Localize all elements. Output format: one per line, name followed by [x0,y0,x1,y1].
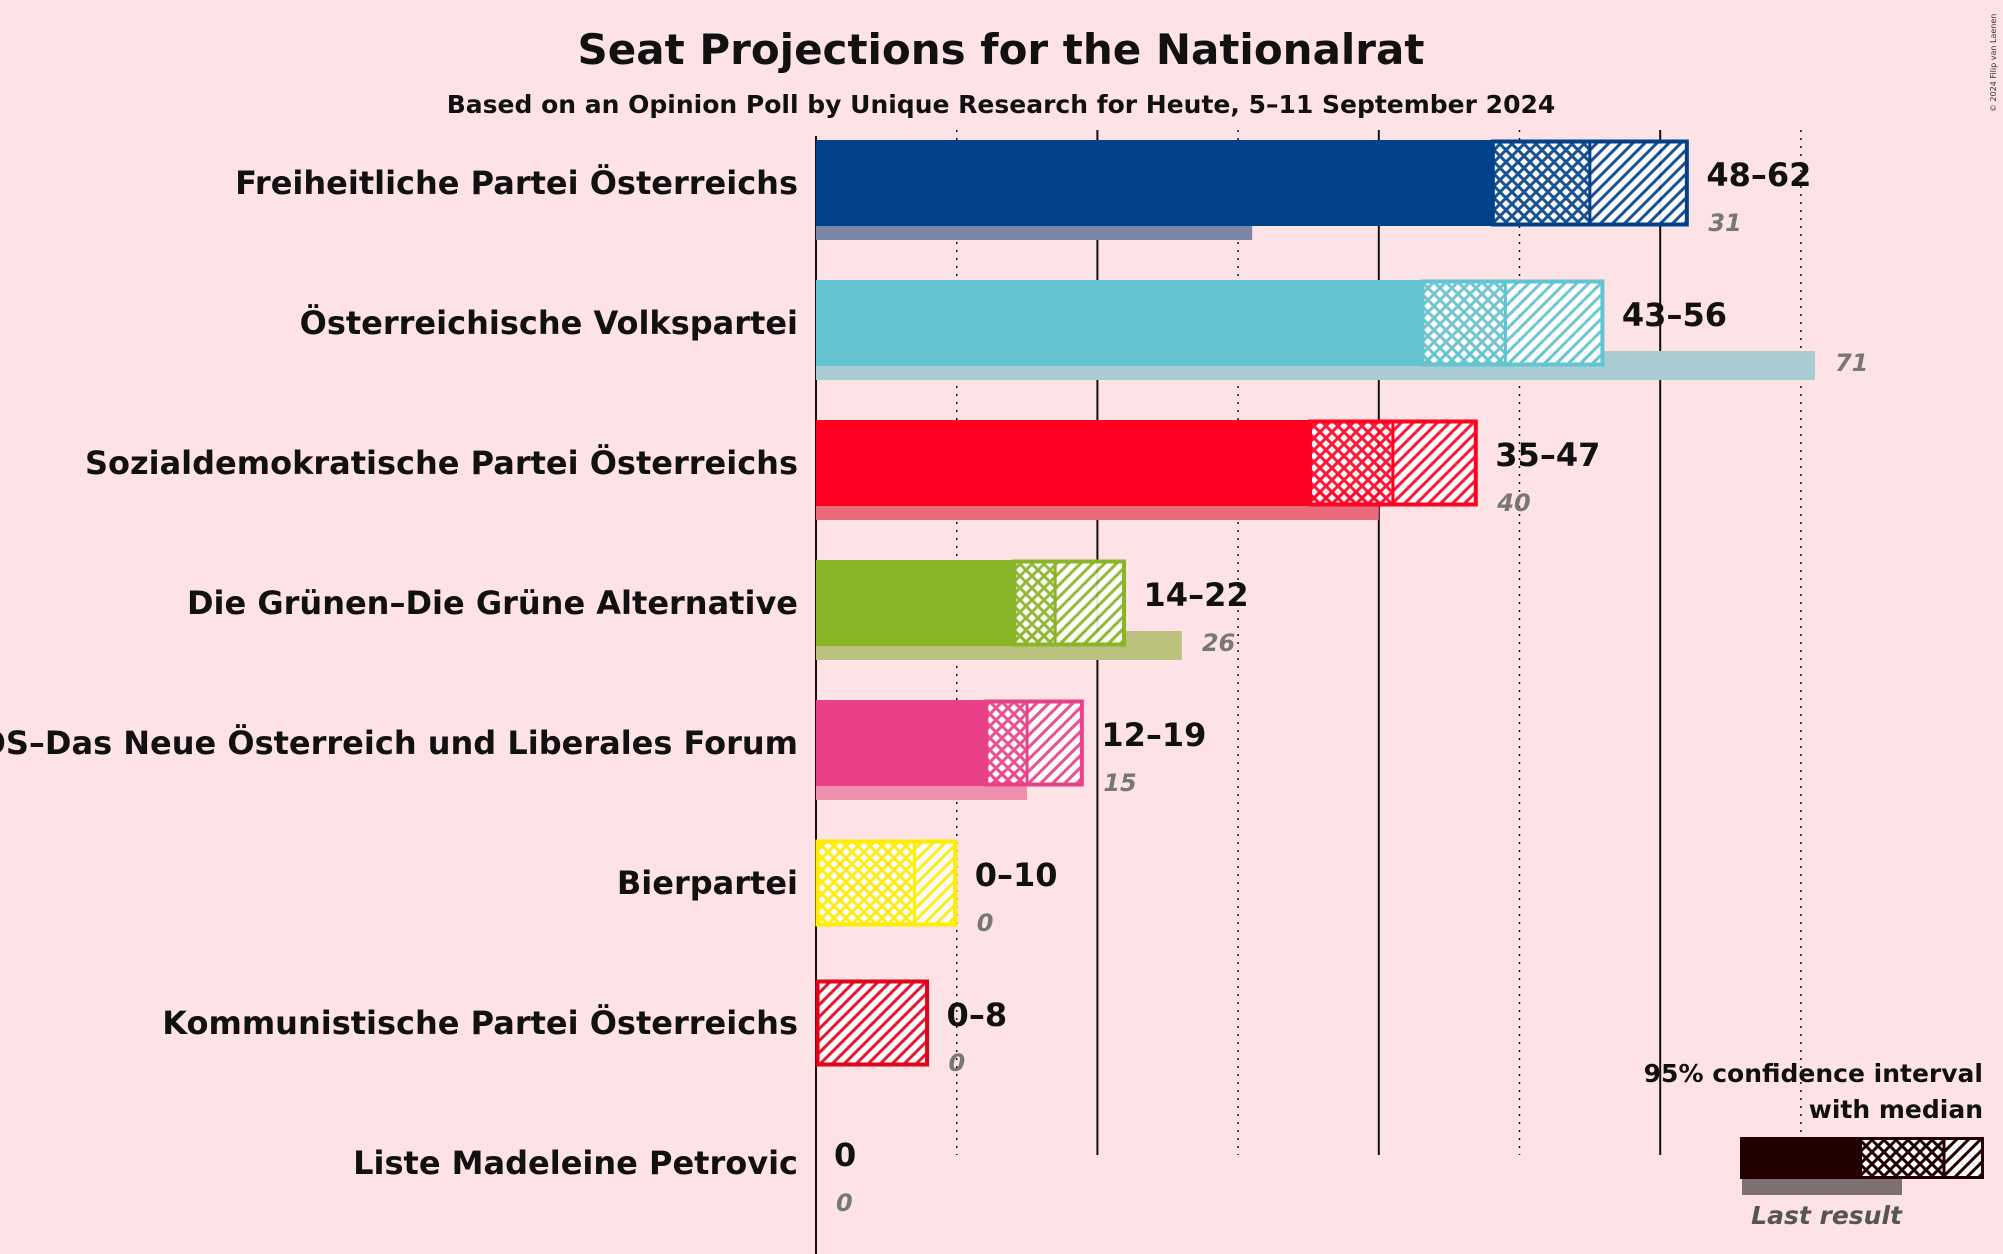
last-result-label: 15 [1103,769,1136,797]
ci-low-bar [816,420,1309,506]
ci-outline [1420,279,1605,367]
legend: 95% confidence interval with median Last… [1644,1059,1984,1230]
ci-median-lower-segment [984,700,1028,786]
ci-low-bar [816,700,985,786]
ci-median-lower-segment [1308,420,1393,506]
legend-diagonal-swatch [1944,1137,1984,1179]
ci-median-upper-segment [1027,700,1084,786]
legend-outline [1740,1137,1984,1179]
ci-median-lower-segment [1421,280,1506,366]
ci-median-upper-segment [914,840,957,926]
legend-line1: 95% confidence interval [1644,1059,1983,1088]
ci-low-bar [816,560,1013,646]
party-row: Liste Madeleine Petrovic 0 0 [353,1136,856,1217]
party-label: Liste Madeleine Petrovic [353,1144,798,1182]
ci-median-lower-segment [1012,560,1056,646]
last-result-label: 0 [836,1189,853,1217]
party-label: Die Grünen–Die Grüne Alternative [187,584,798,622]
last-result-label: 71 [1835,349,1868,377]
ci-outline [1012,559,1127,647]
bars: Freiheitliche Partei Österreichs 48–62 31 Ö… [0,139,1868,1217]
copyright-note: © 2024 Filip van Laenen [1989,14,1998,112]
ci-median-lower-segment [816,840,915,926]
chart-subtitle: Based on an Opinion Poll by Unique Resea… [447,90,1556,119]
legend-line2: with median [1809,1095,1983,1124]
legend-last-result: Last result [1751,1201,1903,1230]
range-label: 14–22 [1144,576,1249,614]
last-result-label: 0 [949,1049,966,1077]
range-label: 48–62 [1706,156,1811,194]
ci-median-lower-segment [1491,140,1590,226]
last-result-label: 40 [1496,489,1530,517]
last-result-label: 26 [1202,629,1235,657]
ci-outline [984,699,1084,787]
ci-median-upper-segment [816,980,929,1066]
legend-solid-swatch [1740,1137,1862,1179]
party-label: Österreichische Volkspartei [300,304,798,342]
party-row: Bierpartei 0–10 0 [617,839,1058,937]
last-result-label: 31 [1708,209,1741,237]
ci-median-upper-segment [1589,140,1689,226]
last-result-label: 0 [977,909,994,937]
ci-outline [815,979,930,1067]
party-label: Freiheitliche Partei Österreichs [235,164,798,202]
range-label: 35–47 [1495,436,1600,474]
party-label: Sozialdemokratische Partei Österreichs [85,444,798,482]
party-label: Kommunistische Partei Österreichs [162,1004,798,1042]
range-label: 0 [834,1136,856,1174]
ci-outline [815,839,958,927]
party-row: Österreichische Volkspartei 43–56 71 [300,279,1868,380]
legend-crosshatch-swatch [1862,1137,1944,1179]
party-row: Kommunistische Partei Österreichs 0–8 0 [162,979,1008,1077]
ci-low-bar [816,140,1492,226]
ci-median-upper-segment [1392,420,1478,506]
party-row: Sozialdemokratische Partei Österreichs 35… [85,419,1600,520]
party-row: Freiheitliche Partei Österreichs 48–62 31 [235,139,1811,240]
range-label: 43–56 [1622,296,1727,334]
ci-median-upper-segment [1505,280,1604,366]
range-label: 0–10 [975,856,1058,894]
chart-title: Seat Projections for the Nationalrat [578,25,1425,74]
party-row: NEOS–Das Neue Österreich und Liberales F… [0,699,1206,800]
range-label: 0–8 [947,996,1008,1034]
party-row: Die Grünen–Die Grüne Alternative 14–22 26 [187,559,1249,660]
ci-median-upper-segment [1055,560,1126,646]
range-label: 12–19 [1101,716,1206,754]
legend-last-result-swatch [1742,1177,1902,1195]
party-label: NEOS–Das Neue Österreich und Liberales F… [0,724,798,762]
ci-low-bar [816,280,1422,366]
party-label: Bierpartei [617,864,798,902]
